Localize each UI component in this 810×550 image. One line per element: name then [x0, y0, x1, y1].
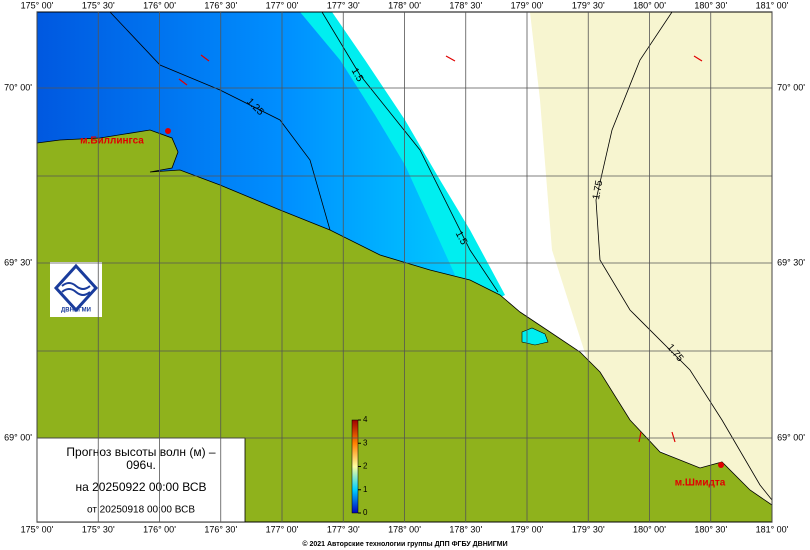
- lon-label-bottom: 179° 30': [572, 524, 605, 534]
- lat-label-left: 70° 00': [4, 82, 32, 92]
- lon-label-top: 179° 00': [511, 0, 544, 10]
- lon-label-top: 177° 00': [266, 0, 299, 10]
- lon-label-top: 178° 30': [449, 0, 482, 10]
- lat-label-right: 69° 30': [777, 257, 805, 267]
- lon-label-bottom: 177° 00': [266, 524, 299, 534]
- lon-label-bottom: 179° 00': [511, 524, 544, 534]
- colorbar-label: 3: [363, 438, 368, 447]
- contour: [321, 12, 499, 293]
- lon-label-bottom: 177° 30': [327, 524, 360, 534]
- legend-issued: от 20250918 00:00 ВСВ: [87, 505, 195, 516]
- lon-label-top: 175° 00': [21, 0, 54, 10]
- lon-label-bottom: 180° 30': [694, 524, 727, 534]
- place-marker: [718, 462, 724, 468]
- legend-title: Прогноз высоты волн (м) –: [66, 445, 216, 459]
- lagoon: [521, 327, 549, 346]
- lon-label-bottom: 178° 00': [388, 524, 421, 534]
- colorbar-label: 2: [363, 462, 368, 471]
- lon-label-bottom: 180° 00': [633, 524, 666, 534]
- lon-label-top: 176° 30': [204, 0, 237, 10]
- lon-label-top: 176° 00': [143, 0, 176, 10]
- lon-label-top: 181° 00': [756, 0, 789, 10]
- lon-label-top: 175° 30': [82, 0, 115, 10]
- legend-box: [36, 437, 246, 523]
- place-label: м.Биллингса: [80, 136, 144, 147]
- lat-label-left: 69° 30': [4, 257, 32, 267]
- legend: Прогноз высоты волн (м) – 096ч. на 20250…: [36, 437, 246, 523]
- lat-label-left: 69° 00': [4, 432, 32, 442]
- wave-arrows: [178, 54, 703, 443]
- lat-label-right: 70° 00': [777, 82, 805, 92]
- lon-label-bottom: 175° 00': [21, 524, 54, 534]
- colorbar-label: 4: [363, 415, 368, 424]
- lon-label-top: 180° 30': [694, 0, 727, 10]
- colorbar: [351, 419, 359, 514]
- contour: [109, 12, 331, 231]
- lon-label-top: 179° 30': [572, 0, 605, 10]
- lon-label-bottom: 176° 30': [204, 524, 237, 534]
- lon-label-top: 177° 30': [327, 0, 360, 10]
- place-marker: [165, 128, 171, 134]
- lon-label-bottom: 181° 00': [756, 524, 789, 534]
- lon-label-bottom: 175° 30': [82, 524, 115, 534]
- place-label: м.Шмидта: [675, 478, 726, 489]
- footer: © 2021 Авторские технологии группы ДПП Ф…: [302, 540, 507, 548]
- lon-label-bottom: 178° 30': [449, 524, 482, 534]
- legend-valid: на 20250922 00:00 ВСВ: [76, 480, 207, 494]
- lon-label-top: 178° 00': [388, 0, 421, 10]
- colorbar-label: 1: [363, 485, 368, 494]
- legend-lead: 096ч.: [126, 458, 156, 472]
- lat-label-right: 69° 00': [777, 432, 805, 442]
- lon-label-bottom: 176° 00': [143, 524, 176, 534]
- contour-label: 1.75: [591, 179, 605, 201]
- logo-mark: [53, 263, 99, 313]
- logo: ДВНИГМИ: [50, 262, 102, 317]
- logo-text: ДВНИГМИ: [61, 308, 91, 314]
- contour: [595, 12, 772, 501]
- colorbar-label: 0: [363, 508, 368, 517]
- lon-label-top: 180° 00': [633, 0, 666, 10]
- logo-waves: [61, 282, 91, 296]
